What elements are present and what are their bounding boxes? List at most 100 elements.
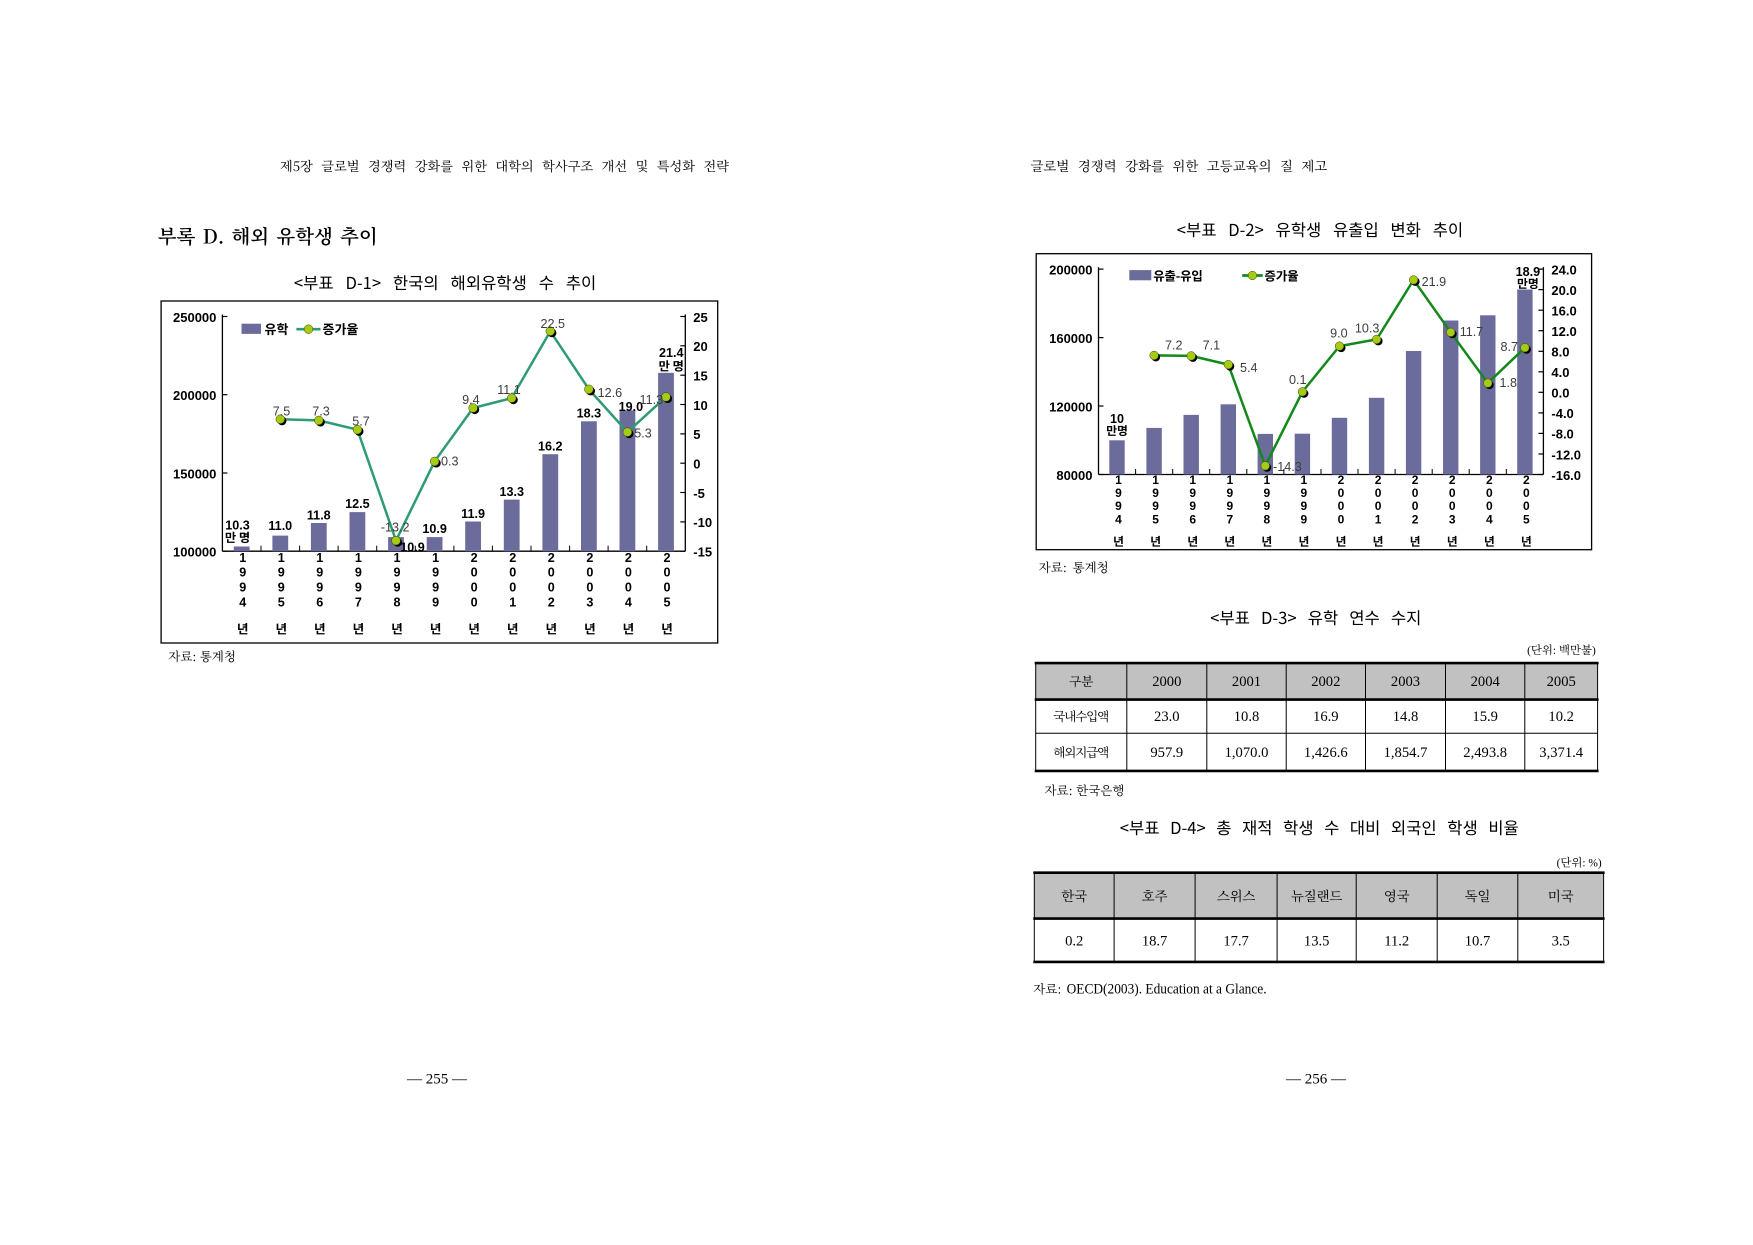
svg-text:20.0: 20.0 [1551, 283, 1576, 298]
svg-text:10.2: 10.2 [1548, 709, 1574, 725]
svg-text:0: 0 [663, 566, 670, 580]
svg-text:4: 4 [239, 595, 246, 609]
svg-text:1: 1 [278, 551, 285, 565]
svg-text:7.2: 7.2 [1165, 339, 1183, 353]
svg-text::: : [1553, 645, 1556, 657]
svg-text:2: 2 [1338, 473, 1345, 487]
svg-text:80000: 80000 [1056, 468, 1092, 483]
svg-text:2: 2 [1449, 473, 1456, 487]
svg-text:1: 1 [239, 551, 246, 565]
svg-text:11.0: 11.0 [268, 519, 292, 533]
svg-text:12.6: 12.6 [598, 386, 623, 400]
svg-text:22.5: 22.5 [541, 317, 566, 331]
svg-text:14.8: 14.8 [1393, 709, 1419, 725]
svg-text:9: 9 [1226, 486, 1233, 500]
svg-text:20: 20 [693, 339, 707, 354]
svg-text:9.4: 9.4 [462, 393, 480, 407]
svg-text:9: 9 [1189, 486, 1196, 500]
svg-text:1: 1 [1115, 473, 1122, 487]
svg-text:: %): : %) [1582, 858, 1602, 870]
svg-text:2,493.8: 2,493.8 [1463, 745, 1507, 761]
svg-text:25: 25 [693, 310, 707, 325]
svg-text:— 256 —: — 256 — [1285, 1072, 1347, 1088]
svg-text:7.5: 7.5 [273, 405, 291, 419]
svg-text:2000: 2000 [1152, 674, 1181, 690]
svg-text:9: 9 [1226, 499, 1233, 513]
svg-text:0: 0 [586, 581, 593, 595]
svg-text:10.9: 10.9 [422, 522, 447, 536]
svg-text:4: 4 [625, 595, 632, 609]
svg-text:11.8: 11.8 [307, 509, 331, 523]
svg-text:4: 4 [1486, 512, 1493, 526]
svg-text:3: 3 [1449, 512, 1456, 526]
svg-text:21.4: 21.4 [659, 346, 684, 360]
svg-text:3,371.4: 3,371.4 [1539, 745, 1583, 761]
svg-text:9: 9 [1263, 499, 1270, 513]
svg-text:18.9: 18.9 [1516, 265, 1541, 279]
svg-text:8.7: 8.7 [1500, 340, 1518, 354]
svg-text:17.7: 17.7 [1223, 934, 1249, 950]
svg-text:0: 0 [471, 581, 478, 595]
svg-text:7: 7 [1226, 512, 1233, 526]
svg-text:9: 9 [393, 566, 400, 580]
svg-text:0: 0 [1449, 486, 1456, 500]
svg-text:-10: -10 [693, 515, 712, 530]
svg-text:0: 0 [1338, 486, 1345, 500]
svg-text:15.9: 15.9 [1472, 709, 1498, 725]
svg-text:1,854.7: 1,854.7 [1384, 745, 1428, 761]
svg-text:): ) [1592, 645, 1596, 657]
svg-text:0: 0 [1375, 486, 1382, 500]
svg-text:1: 1 [1301, 473, 1308, 487]
svg-text:10: 10 [693, 398, 707, 413]
svg-text:13.5: 13.5 [1304, 934, 1330, 950]
svg-text:250000: 250000 [173, 310, 216, 325]
svg-text:10.9: 10.9 [400, 540, 425, 554]
svg-text:160000: 160000 [1049, 331, 1092, 346]
svg-text:9: 9 [393, 581, 400, 595]
svg-text:16.0: 16.0 [1551, 304, 1576, 319]
svg-text:-8.0: -8.0 [1551, 427, 1573, 442]
svg-text:5: 5 [663, 595, 670, 609]
svg-text:10: 10 [1110, 412, 1124, 426]
svg-text:9: 9 [1115, 486, 1122, 500]
svg-text:1,426.6: 1,426.6 [1304, 745, 1348, 761]
svg-text:2: 2 [509, 551, 516, 565]
svg-text:0.1: 0.1 [1289, 373, 1307, 387]
svg-text:9: 9 [432, 595, 439, 609]
svg-text:2: 2 [663, 551, 670, 565]
svg-text:0: 0 [625, 566, 632, 580]
svg-text:15: 15 [693, 369, 707, 384]
svg-text:0: 0 [1523, 499, 1530, 513]
svg-text:5.3: 5.3 [634, 427, 652, 441]
svg-text:18.3: 18.3 [577, 406, 602, 420]
svg-text:12.0: 12.0 [1551, 324, 1576, 339]
svg-text:9: 9 [1301, 512, 1308, 526]
svg-text:9: 9 [316, 581, 323, 595]
svg-text:0: 0 [509, 566, 516, 580]
svg-text:1.8: 1.8 [1500, 376, 1518, 390]
svg-text:2: 2 [1375, 473, 1382, 487]
svg-text:2002: 2002 [1311, 674, 1340, 690]
svg-text:2: 2 [625, 551, 632, 565]
svg-text:11.7: 11.7 [1460, 325, 1484, 339]
svg-text:7.3: 7.3 [312, 405, 330, 419]
svg-text:2003: 2003 [1391, 674, 1420, 690]
svg-text:0: 0 [1338, 512, 1345, 526]
svg-text:9: 9 [432, 581, 439, 595]
svg-text:16.9: 16.9 [1313, 709, 1339, 725]
svg-text:12.5: 12.5 [345, 497, 370, 511]
svg-text:-5: -5 [693, 486, 705, 501]
svg-text:0: 0 [1412, 486, 1419, 500]
svg-text:16.2: 16.2 [538, 439, 563, 453]
svg-text:7.1: 7.1 [1203, 339, 1221, 353]
svg-text:6: 6 [316, 595, 323, 609]
svg-text:9: 9 [1189, 499, 1196, 513]
svg-text:0: 0 [586, 566, 593, 580]
svg-text:10.8: 10.8 [1234, 709, 1260, 725]
svg-text:9: 9 [355, 581, 362, 595]
svg-text:9: 9 [1152, 486, 1159, 500]
svg-text:1,070.0: 1,070.0 [1225, 745, 1269, 761]
svg-text:9.0: 9.0 [1330, 327, 1348, 341]
svg-text:6: 6 [1189, 512, 1196, 526]
svg-text:9: 9 [1301, 499, 1308, 513]
